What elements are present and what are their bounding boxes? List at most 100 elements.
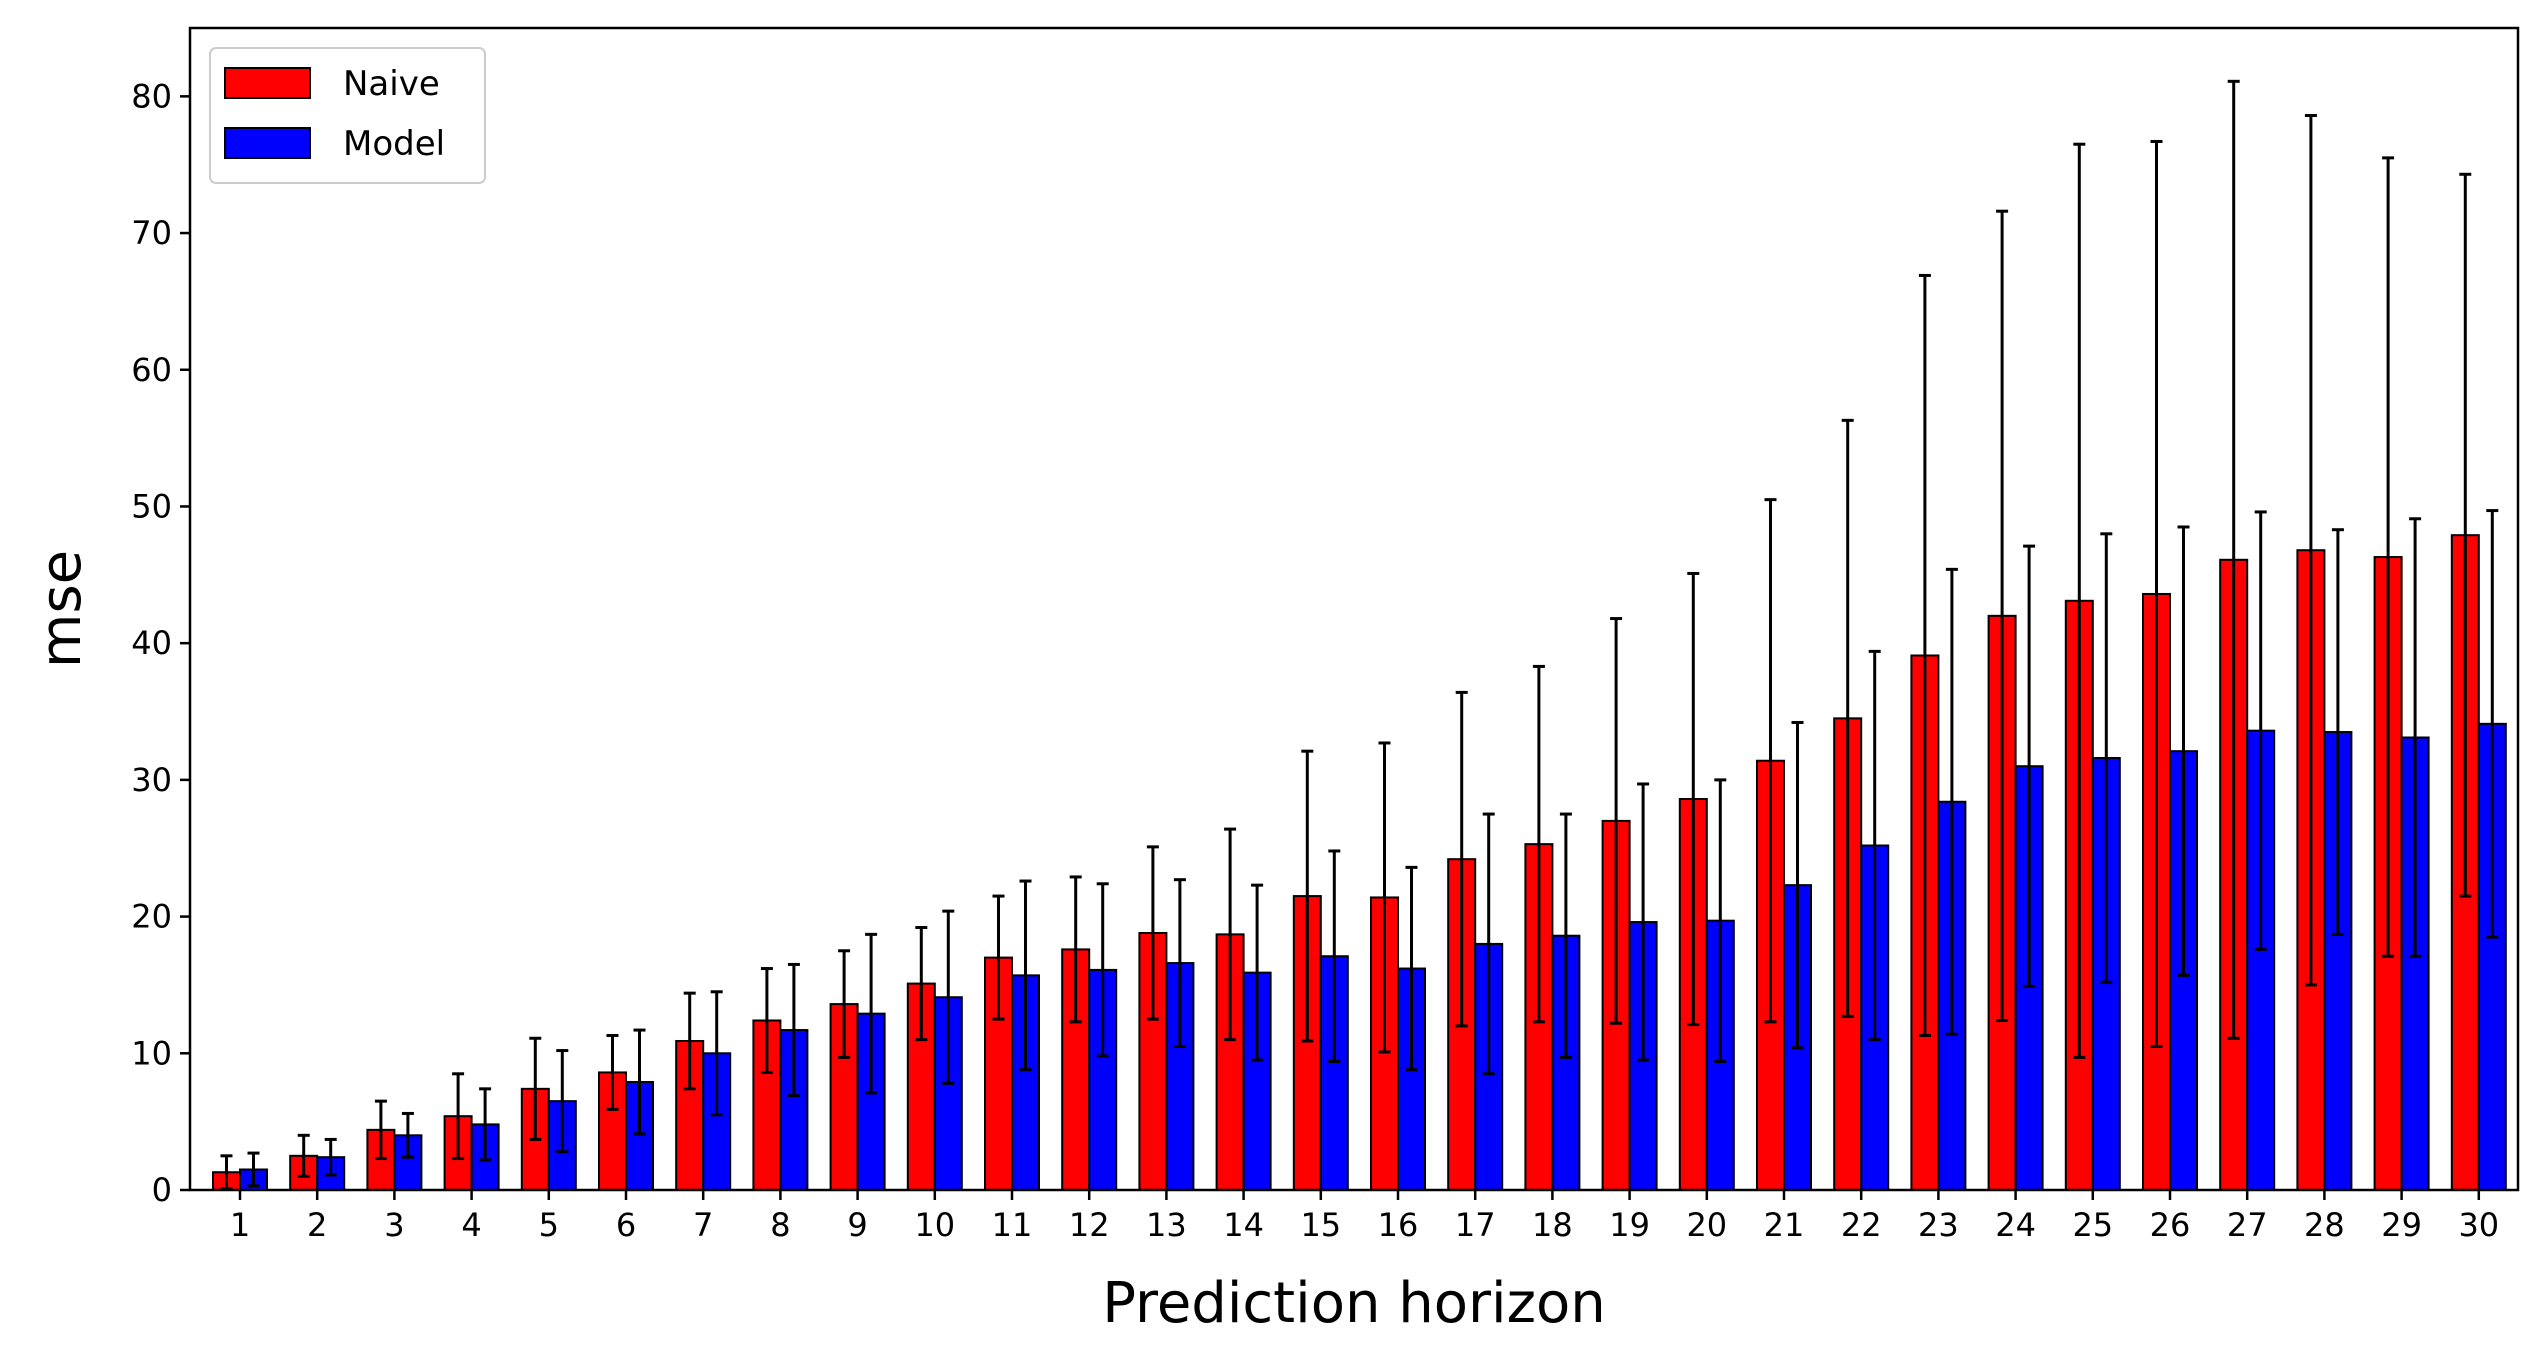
errorbar-model-10 (942, 909, 955, 1085)
errorbar-model-23 (1945, 567, 1958, 1036)
errorbar-model-24 (2023, 544, 2036, 988)
x-tick-label-28: 28 (2304, 1206, 2345, 1244)
errorbar-model-30 (2486, 509, 2499, 939)
errorbar-naive-3 (374, 1099, 387, 1161)
errorbar-model-3 (401, 1111, 414, 1159)
errorbar-model-9 (865, 932, 878, 1095)
errorbar-naive-28 (2304, 113, 2317, 987)
y-tick-label-20: 20 (131, 898, 172, 936)
x-tick-label-4: 4 (461, 1206, 481, 1244)
x-tick-label-19: 19 (1609, 1206, 1650, 1244)
errorbar-naive-1 (220, 1154, 233, 1191)
errorbar-model-17 (1482, 812, 1495, 1076)
errorbar-naive-15 (1301, 749, 1314, 1043)
errorbar-naive-20 (1687, 571, 1700, 1027)
errorbar-model-11 (1019, 879, 1032, 1072)
errorbar-naive-21 (1764, 498, 1777, 1024)
errorbar-model-2 (324, 1137, 337, 1177)
legend-swatch-model (224, 127, 311, 159)
y-tick-label-0: 0 (152, 1171, 172, 1209)
x-tick-label-11: 11 (992, 1206, 1033, 1244)
errorbar-model-4 (479, 1087, 492, 1162)
errorbar-naive-16 (1378, 741, 1391, 1054)
plot-frame (188, 26, 2520, 1192)
x-tick-label-26: 26 (2150, 1206, 2191, 1244)
legend: Naive Model (209, 47, 486, 184)
y-axis: 0 10 20 30 40 50 60 70 80 (131, 77, 190, 1209)
legend-swatch-naive (224, 67, 311, 99)
errorbar-model-25 (2100, 532, 2113, 984)
errorbar-model-12 (1096, 882, 1109, 1058)
errorbar-model-27 (2254, 510, 2267, 951)
errorbar-naive-7 (683, 991, 696, 1091)
x-tick-label-20: 20 (1686, 1206, 1727, 1244)
legend-label-model: Model (343, 124, 445, 164)
errorbar-naive-30 (2459, 172, 2472, 898)
errorbar-model-8 (787, 962, 800, 1098)
x-tick-label-30: 30 (2458, 1206, 2499, 1244)
x-tick-label-23: 23 (1918, 1206, 1959, 1244)
errorbar-model-7 (710, 990, 723, 1117)
x-tick-label-22: 22 (1841, 1206, 1882, 1244)
errorbar-naive-19 (1610, 617, 1623, 1025)
x-tick-label-21: 21 (1764, 1206, 1805, 1244)
x-tick-label-17: 17 (1455, 1206, 1496, 1244)
y-tick-label-30: 30 (131, 761, 172, 799)
errorbar-model-18 (1559, 812, 1572, 1059)
x-tick-label-7: 7 (693, 1206, 713, 1244)
x-tick-label-29: 29 (2381, 1206, 2422, 1244)
errorbar-naive-22 (1841, 418, 1854, 1018)
x-tick-label-27: 27 (2227, 1206, 2268, 1244)
errorbar-model-1 (247, 1151, 260, 1188)
errorbar-naive-29 (2382, 156, 2395, 958)
errorbar-naive-18 (1532, 664, 1545, 1024)
x-tick-label-15: 15 (1300, 1206, 1341, 1244)
x-tick-label-14: 14 (1223, 1206, 1264, 1244)
x-tick-label-13: 13 (1146, 1206, 1187, 1244)
errorbar-model-21 (1791, 720, 1804, 1050)
errorbar-naive-5 (529, 1036, 542, 1141)
errorbar-naive-6 (606, 1034, 619, 1111)
x-tick-label-25: 25 (2072, 1206, 2113, 1244)
legend-label-naive: Naive (343, 64, 440, 104)
errorbar-naive-13 (1146, 845, 1159, 1021)
bar-model-11 (1011, 974, 1040, 1191)
errorbar-naive-12 (1069, 875, 1082, 1024)
x-tick-label-24: 24 (1995, 1206, 2036, 1244)
errorbar-model-29 (2409, 517, 2422, 958)
y-tick-label-50: 50 (131, 487, 172, 525)
x-tick-label-6: 6 (616, 1206, 636, 1244)
x-tick-label-8: 8 (770, 1206, 790, 1244)
x-tick-label-9: 9 (847, 1206, 867, 1244)
y-tick-label-40: 40 (131, 624, 172, 662)
errorbar-naive-2 (297, 1133, 310, 1178)
errorbar-model-19 (1637, 782, 1650, 1062)
errorbar-model-13 (1173, 878, 1186, 1048)
x-tick-label-12: 12 (1069, 1206, 1110, 1244)
x-axis: 1 2 3 4 5 6 7 8 9 10 11 12 13 14 15 16 17 18 19 20 21 22 23 24 2… (230, 1190, 2499, 1244)
error-bars-layer (220, 79, 2499, 1191)
errorbar-naive-17 (1455, 690, 1468, 1028)
errorbar-model-5 (556, 1049, 569, 1154)
errorbar-model-26 (2177, 525, 2190, 977)
errorbar-model-22 (1868, 649, 1881, 1042)
errorbar-naive-10 (915, 926, 928, 1042)
x-tick-label-3: 3 (384, 1206, 404, 1244)
errorbar-model-16 (1405, 865, 1418, 1072)
y-tick-label-70: 70 (131, 214, 172, 252)
errorbar-naive-9 (838, 949, 851, 1059)
errorbar-naive-11 (992, 894, 1005, 1021)
x-tick-label-18: 18 (1532, 1206, 1573, 1244)
x-axis-title: Prediction horizon (1102, 1271, 1605, 1336)
x-tick-label-10: 10 (914, 1206, 955, 1244)
x-tick-label-2: 2 (307, 1206, 327, 1244)
errorbar-naive-14 (1224, 827, 1237, 1042)
errorbar-naive-24 (1996, 209, 2009, 1022)
errorbar-naive-4 (452, 1072, 465, 1161)
x-tick-label-1: 1 (230, 1206, 250, 1244)
x-tick-label-16: 16 (1378, 1206, 1419, 1244)
errorbar-naive-23 (1918, 273, 1931, 1038)
bars-layer (212, 534, 2507, 1192)
errorbar-model-6 (633, 1028, 646, 1136)
